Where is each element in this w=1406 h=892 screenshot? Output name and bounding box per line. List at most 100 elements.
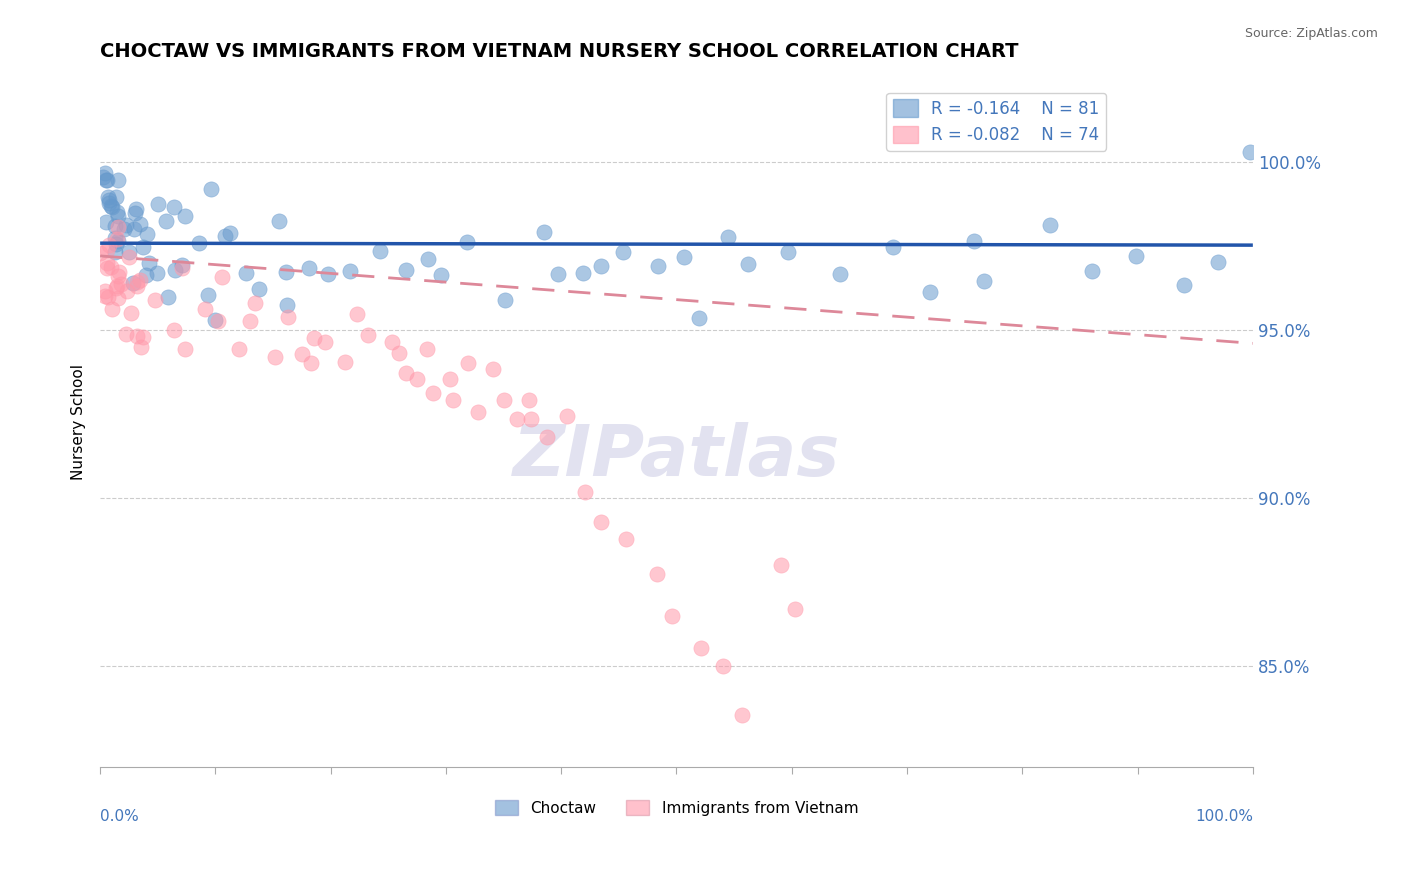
Point	[104, 231, 127, 245]
Point	[533, 225, 555, 239]
Point	[235, 266, 257, 280]
Point	[110, 277, 132, 291]
Point	[776, 244, 799, 259]
Point	[108, 265, 131, 279]
Point	[339, 264, 361, 278]
Point	[785, 601, 807, 615]
Point	[96, 173, 118, 187]
Point	[572, 266, 595, 280]
Point	[132, 240, 155, 254]
Point	[107, 279, 129, 293]
Point	[381, 334, 404, 349]
Point	[105, 190, 128, 204]
Point	[291, 347, 314, 361]
Point	[1081, 264, 1104, 278]
Point	[100, 199, 122, 213]
Point	[731, 707, 754, 722]
Point	[647, 567, 669, 582]
Y-axis label: Nursery School: Nursery School	[72, 365, 86, 481]
Point	[547, 267, 569, 281]
Point	[828, 267, 851, 281]
Point	[129, 217, 152, 231]
Point	[170, 259, 193, 273]
Point	[1208, 255, 1230, 269]
Point	[481, 362, 503, 376]
Point	[467, 405, 489, 419]
Point	[228, 343, 250, 357]
Point	[318, 267, 340, 281]
Point	[557, 409, 579, 423]
Point	[422, 386, 444, 401]
Point	[97, 193, 120, 207]
Point	[125, 202, 148, 216]
Point	[711, 659, 734, 673]
Point	[589, 259, 612, 273]
Point	[536, 430, 558, 444]
Point	[415, 342, 437, 356]
Point	[107, 291, 129, 305]
Point	[357, 328, 380, 343]
Point	[124, 205, 146, 219]
Point	[918, 285, 941, 300]
Point	[204, 313, 226, 327]
Point	[299, 356, 322, 370]
Point	[112, 222, 135, 236]
Point	[107, 172, 129, 186]
Point	[94, 173, 117, 187]
Point	[519, 411, 541, 425]
Point	[146, 266, 169, 280]
Point	[104, 237, 127, 252]
Point	[276, 298, 298, 312]
Point	[439, 372, 461, 386]
Point	[194, 301, 217, 316]
Point	[157, 290, 180, 304]
Point	[101, 302, 124, 317]
Point	[882, 240, 904, 254]
Point	[96, 215, 118, 229]
Point	[418, 252, 440, 266]
Point	[441, 392, 464, 407]
Text: 100.0%: 100.0%	[1195, 809, 1253, 823]
Point	[219, 226, 242, 240]
Point	[146, 197, 169, 211]
Point	[368, 244, 391, 259]
Point	[963, 234, 986, 248]
Point	[135, 268, 157, 282]
Point	[688, 311, 710, 326]
Point	[107, 209, 129, 223]
Point	[346, 307, 368, 321]
Point	[298, 261, 321, 276]
Point	[127, 328, 149, 343]
Point	[456, 235, 478, 250]
Point	[129, 273, 152, 287]
Point	[96, 244, 118, 258]
Point	[647, 260, 669, 274]
Point	[107, 268, 129, 283]
Point	[132, 330, 155, 344]
Point	[89, 246, 111, 260]
Point	[98, 237, 121, 252]
Point	[673, 250, 696, 264]
Point	[200, 181, 222, 195]
Point	[405, 372, 427, 386]
Point	[174, 342, 197, 356]
Point	[430, 268, 453, 282]
Point	[97, 196, 120, 211]
Point	[115, 284, 138, 298]
Point	[302, 331, 325, 345]
Point	[104, 244, 127, 259]
Point	[96, 255, 118, 269]
Point	[395, 263, 418, 277]
Point	[661, 609, 683, 624]
Point	[118, 244, 141, 259]
Point	[388, 346, 411, 360]
Point	[163, 200, 186, 214]
Point	[125, 278, 148, 293]
Point	[94, 165, 117, 179]
Point	[689, 640, 711, 655]
Point	[163, 323, 186, 337]
Point	[118, 250, 141, 264]
Point	[105, 232, 128, 246]
Point	[165, 263, 187, 277]
Text: 0.0%: 0.0%	[100, 809, 139, 823]
